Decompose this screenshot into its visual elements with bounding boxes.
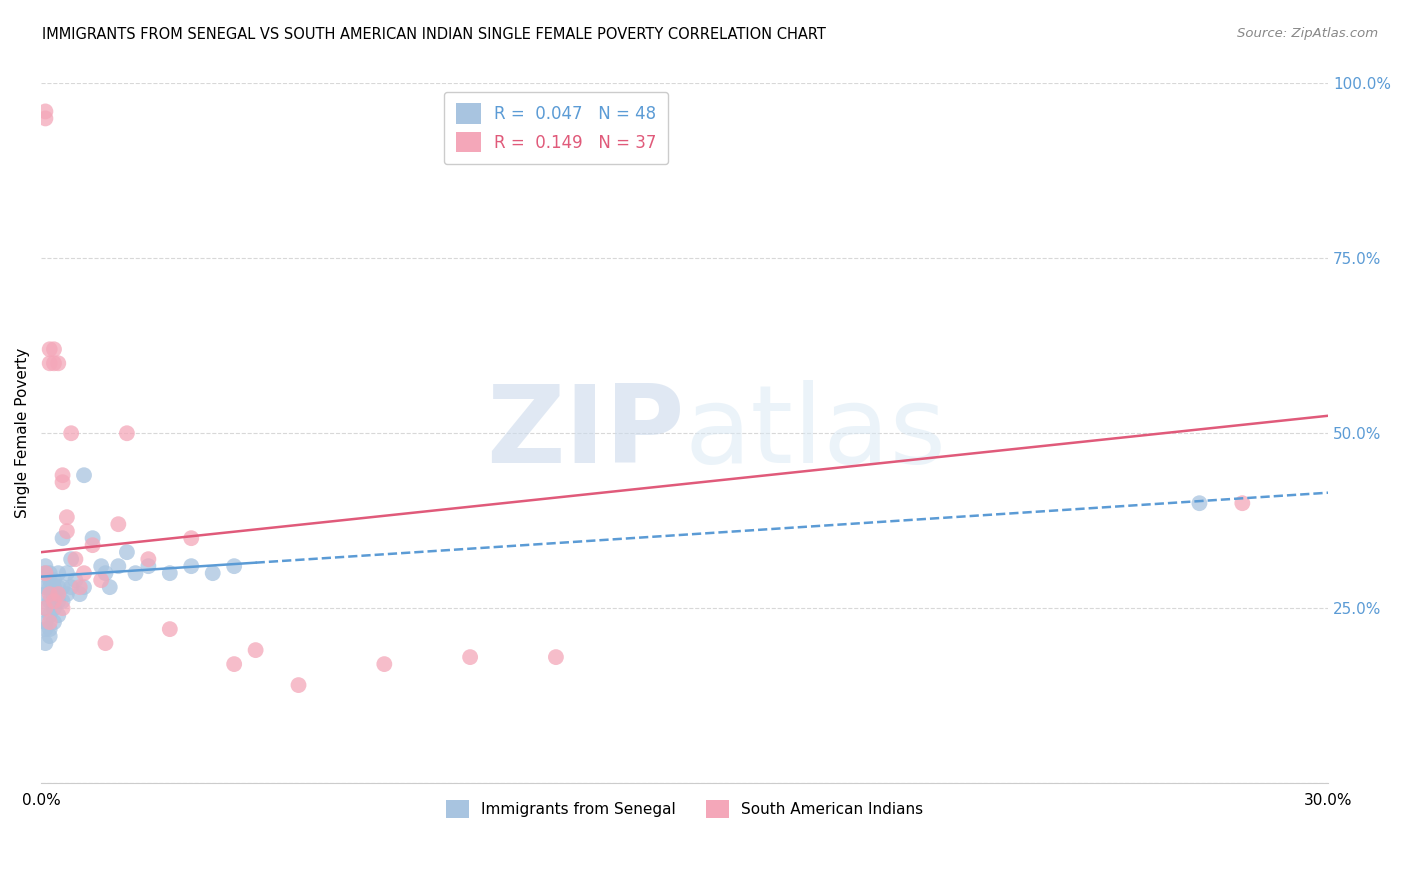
Point	[107, 559, 129, 574]
Point	[56, 587, 79, 601]
Point	[373, 657, 395, 672]
Point	[38, 615, 60, 629]
Point	[38, 587, 60, 601]
Point	[69, 580, 91, 594]
Legend: Immigrants from Senegal, South American Indians: Immigrants from Senegal, South American …	[440, 794, 929, 824]
Point	[458, 650, 481, 665]
Point	[180, 559, 202, 574]
Point	[38, 343, 60, 357]
Point	[38, 608, 60, 623]
Point	[51, 601, 73, 615]
Point	[201, 566, 224, 581]
Point	[287, 678, 309, 692]
Point	[34, 615, 56, 629]
Point	[46, 356, 69, 370]
Point	[38, 566, 60, 581]
Point	[98, 580, 121, 594]
Point	[138, 559, 160, 574]
Point	[34, 601, 56, 615]
Point	[73, 580, 96, 594]
Point	[224, 657, 246, 672]
Point	[56, 524, 79, 538]
Point	[159, 566, 181, 581]
Point	[94, 566, 117, 581]
Point	[544, 650, 567, 665]
Point	[34, 587, 56, 601]
Point	[159, 622, 181, 636]
Point	[65, 552, 87, 566]
Point	[56, 510, 79, 524]
Point	[34, 580, 56, 594]
Point	[94, 636, 117, 650]
Point	[42, 356, 65, 370]
Point	[34, 636, 56, 650]
Point	[245, 643, 267, 657]
Point	[60, 552, 83, 566]
Point	[34, 559, 56, 574]
Point	[1188, 496, 1211, 510]
Point	[34, 104, 56, 119]
Point	[46, 566, 69, 581]
Point	[51, 594, 73, 608]
Point	[42, 594, 65, 608]
Text: atlas: atlas	[685, 380, 946, 486]
Point	[51, 468, 73, 483]
Text: Source: ZipAtlas.com: Source: ZipAtlas.com	[1237, 27, 1378, 40]
Point	[51, 580, 73, 594]
Point	[34, 601, 56, 615]
Point	[60, 426, 83, 441]
Point	[90, 573, 112, 587]
Point	[224, 559, 246, 574]
Point	[42, 343, 65, 357]
Point	[1232, 496, 1254, 510]
Text: ZIP: ZIP	[486, 380, 685, 486]
Point	[180, 531, 202, 545]
Point	[115, 545, 138, 559]
Point	[38, 356, 60, 370]
Point	[51, 475, 73, 490]
Point	[34, 566, 56, 581]
Point	[38, 629, 60, 643]
Point	[42, 601, 65, 615]
Point	[34, 112, 56, 126]
Point	[42, 587, 65, 601]
Point	[42, 580, 65, 594]
Point	[69, 587, 91, 601]
Point	[38, 573, 60, 587]
Point	[46, 580, 69, 594]
Point	[46, 594, 69, 608]
Point	[34, 566, 56, 581]
Point	[90, 559, 112, 574]
Point	[38, 594, 60, 608]
Point	[82, 538, 104, 552]
Point	[42, 573, 65, 587]
Point	[73, 566, 96, 581]
Point	[115, 426, 138, 441]
Text: IMMIGRANTS FROM SENEGAL VS SOUTH AMERICAN INDIAN SINGLE FEMALE POVERTY CORRELATI: IMMIGRANTS FROM SENEGAL VS SOUTH AMERICA…	[42, 27, 827, 42]
Point	[34, 622, 56, 636]
Point	[65, 573, 87, 587]
Point	[51, 531, 73, 545]
Point	[42, 615, 65, 629]
Point	[56, 566, 79, 581]
Point	[82, 531, 104, 545]
Point	[46, 587, 69, 601]
Point	[124, 566, 146, 581]
Point	[107, 517, 129, 532]
Point	[60, 580, 83, 594]
Point	[46, 608, 69, 623]
Y-axis label: Single Female Poverty: Single Female Poverty	[15, 348, 30, 518]
Point	[138, 552, 160, 566]
Point	[73, 468, 96, 483]
Point	[38, 622, 60, 636]
Point	[38, 580, 60, 594]
